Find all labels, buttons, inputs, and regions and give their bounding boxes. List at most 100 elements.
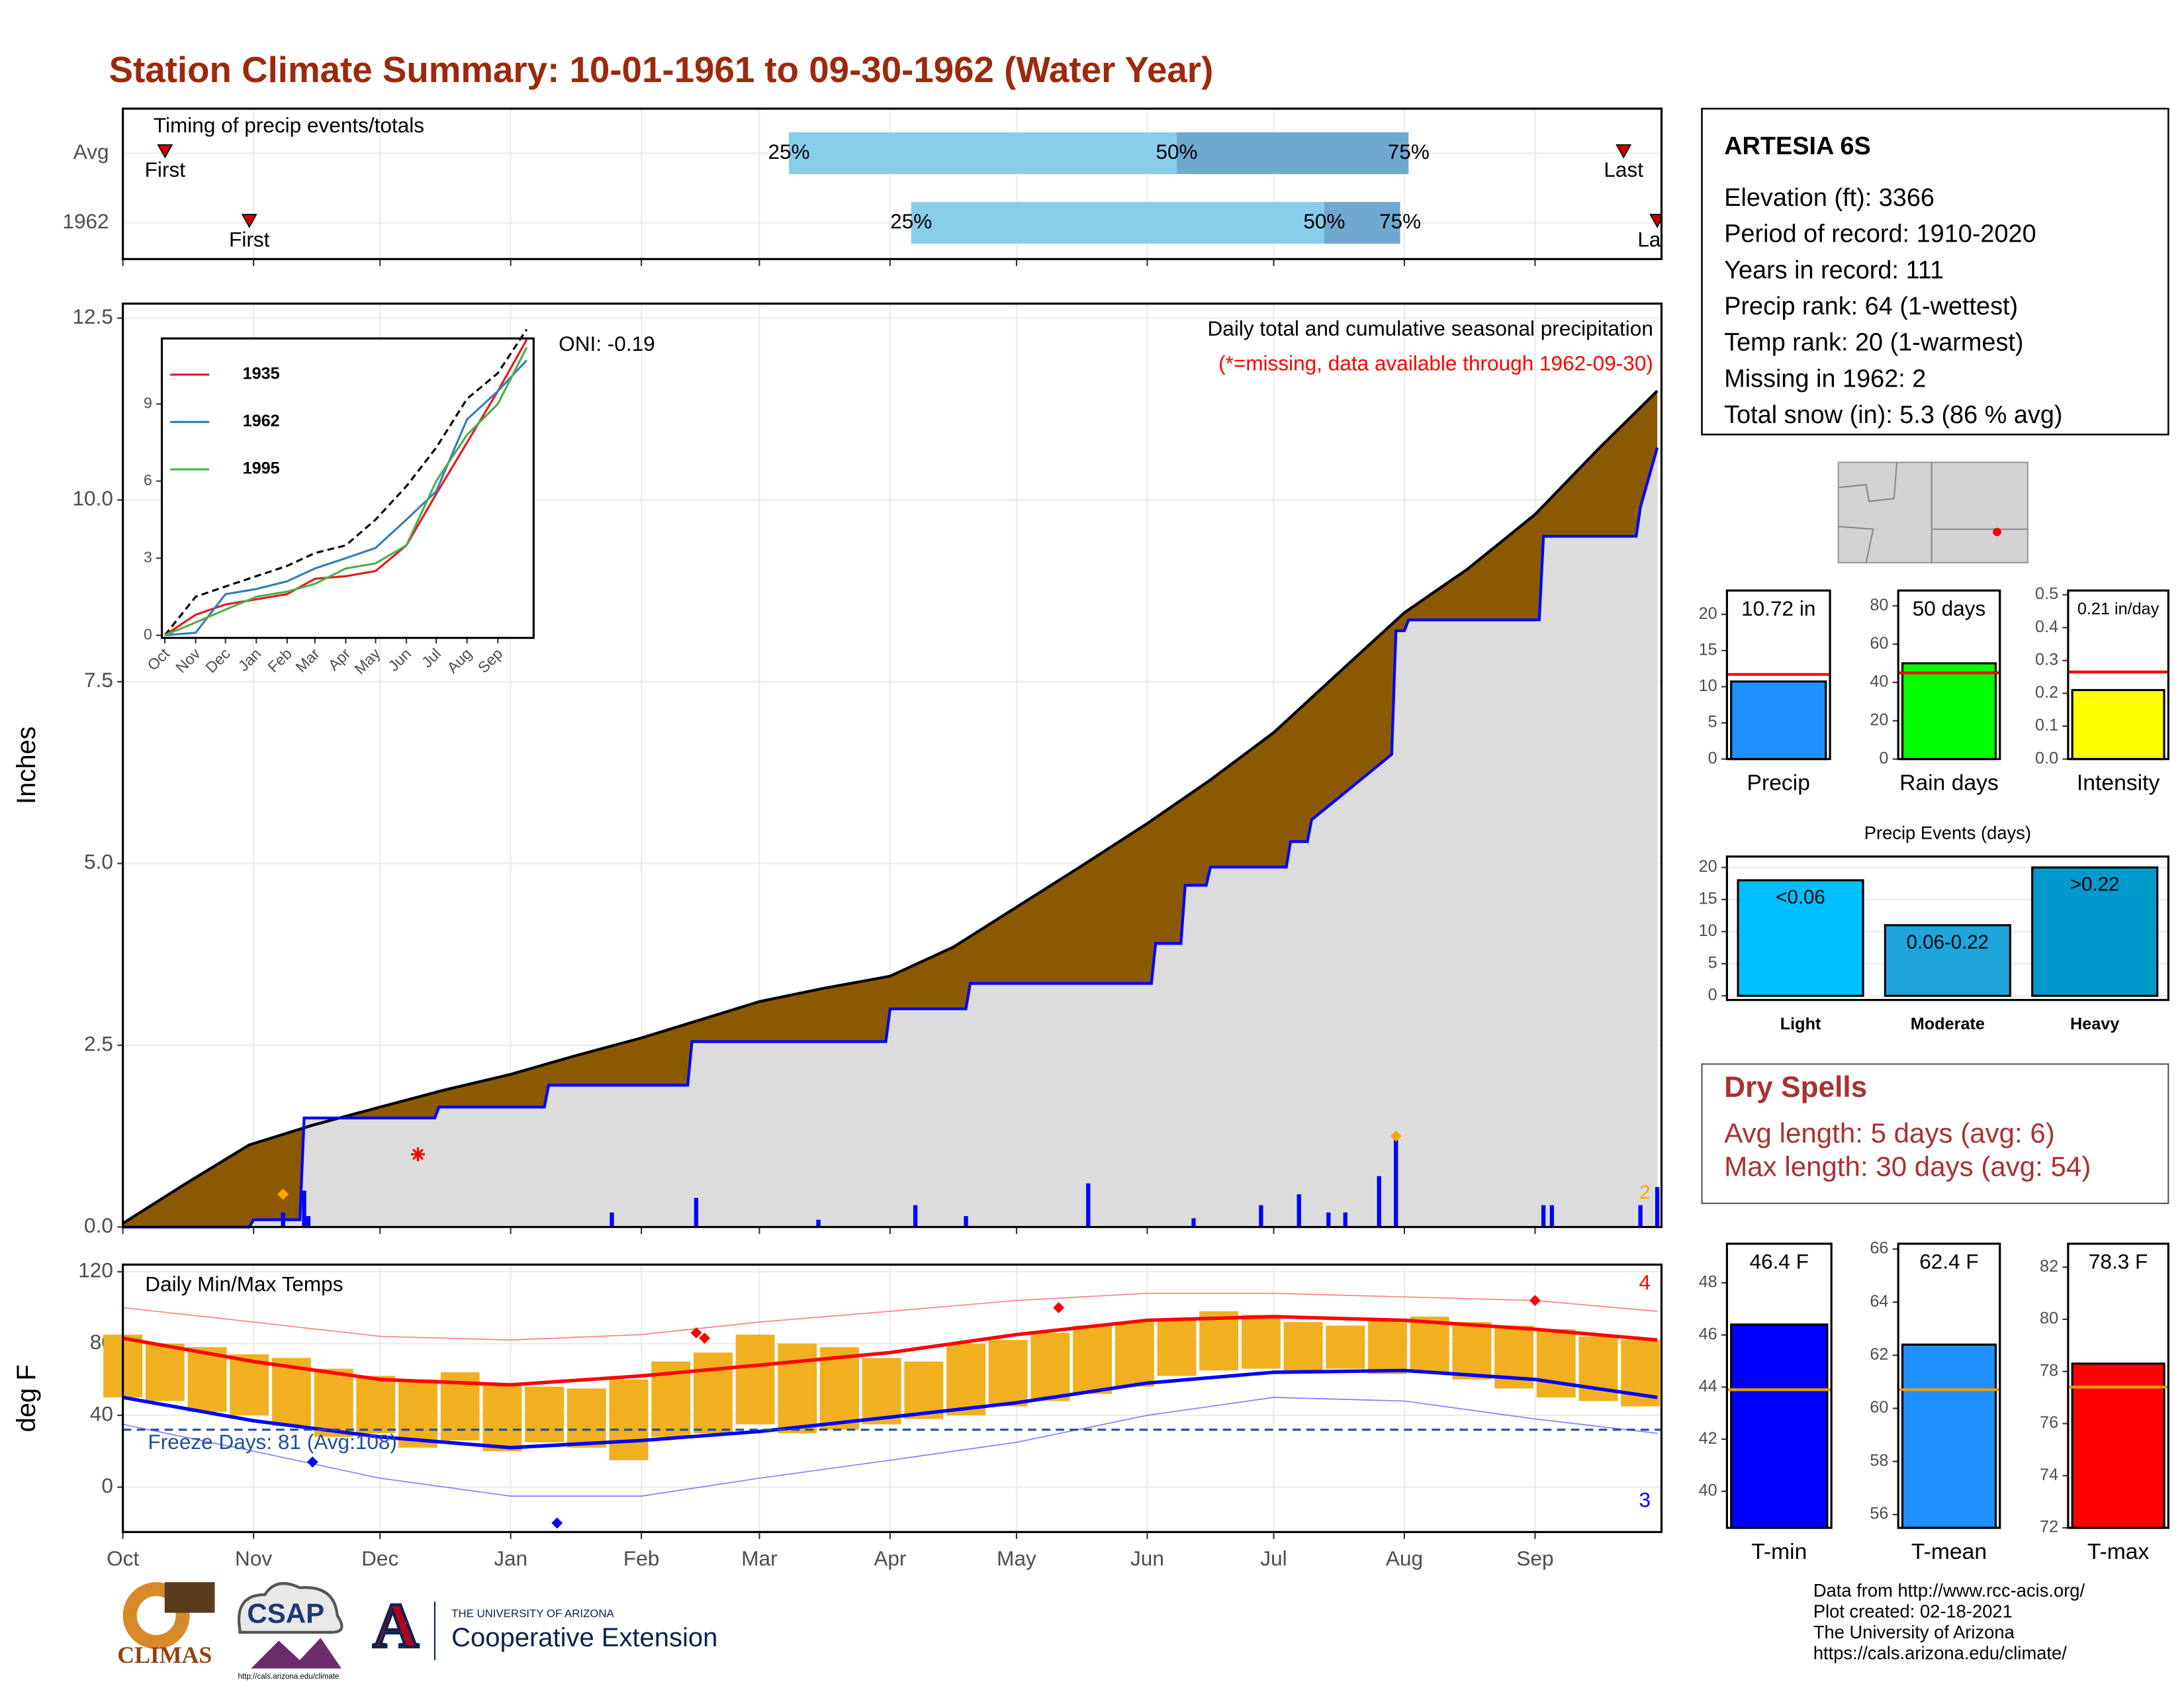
ua-name: THE UNIVERSITY OF ARIZONA (451, 1607, 614, 1620)
station-box (1701, 107, 2169, 436)
temp-range-bar (946, 1343, 986, 1416)
y-tick-label: 44 (1699, 1377, 1717, 1395)
bar (1884, 924, 2011, 997)
y-tick-label: 82 (2040, 1257, 2058, 1276)
temp-range-bar (1283, 1322, 1323, 1371)
legend-label: 1962 (243, 412, 280, 430)
station-name: ARTESIA 6S (1724, 132, 1871, 160)
y-tick-label: 76 (2040, 1413, 2058, 1432)
bar (2031, 866, 2159, 997)
y-tick-label: 46 (1699, 1325, 1717, 1343)
x-tick-label: Sep (1516, 1546, 1553, 1570)
freeze-days: Freeze Days: 81 (Avg:108) (148, 1430, 397, 1454)
line (164, 359, 527, 637)
bar (1737, 879, 1864, 997)
event-label: First (145, 158, 186, 181)
temp-range-bar (1241, 1315, 1281, 1369)
temp-range-bar (187, 1347, 227, 1412)
chart-note: (*=missing, data available through 1962-… (1218, 352, 1653, 375)
plot-frame (122, 1263, 1663, 1533)
y-tick-label: 0.0 (2035, 749, 2058, 767)
x-tick-label: Mar (741, 1546, 777, 1570)
daily-bar (306, 1216, 311, 1227)
temps-title: Daily Min/Max Temps (145, 1272, 343, 1295)
y-tick-label: 0.3 (2035, 650, 2058, 669)
x-tick-label: Oct (107, 1546, 139, 1570)
y-tick-label: 7.5 (84, 668, 113, 692)
plot-frame (1725, 1243, 1833, 1529)
missing-count: 2 (1639, 1182, 1650, 1203)
legend-label: 1935 (243, 365, 280, 383)
marker (690, 1327, 702, 1338)
cumulative-line (122, 389, 1659, 1225)
y-axis-label: Inches (12, 726, 41, 804)
x-tick-label: Precip (1747, 771, 1810, 795)
temp-range-bar (609, 1379, 649, 1460)
x-tick-label: Jun (1130, 1546, 1164, 1570)
cumulative-line (122, 447, 1659, 1229)
y-tick-label: 5 (1708, 713, 1717, 731)
footer-line: Plot created: 02-18-2021 (1813, 1601, 2013, 1622)
row-label: Avg (73, 140, 109, 164)
y-tick-label: 12.5 (73, 305, 113, 328)
x-tick-label: T-min (1751, 1540, 1807, 1564)
temp-range-bar (1157, 1318, 1197, 1376)
y-axis-label: deg F (12, 1364, 41, 1432)
daily-bar (964, 1216, 968, 1227)
plot-frame (1897, 1243, 2001, 1529)
x-tick-label: Jul (1260, 1546, 1287, 1570)
y-tick-label: 10 (1699, 921, 1717, 940)
x-tick-label: Light (1780, 1015, 1821, 1033)
bar (2071, 688, 2165, 761)
y-tick-label: 0 (144, 626, 152, 643)
y-tick-label: 10 (1699, 677, 1717, 695)
y-tick-label: 0.2 (2035, 683, 2058, 702)
dry-spells-line: Avg length: 5 days (avg: 6) (1724, 1117, 2055, 1149)
y-tick-label: 15 (1699, 890, 1717, 908)
y-tick-label: 15 (1699, 640, 1717, 659)
bar-annotation: <0.06 (1776, 886, 1825, 908)
bar (1730, 680, 1827, 761)
temp-range-bar (567, 1388, 606, 1448)
x-tick-label: Moderate (1911, 1015, 1985, 1033)
y-tick-label: 0 (1879, 749, 1888, 767)
temp-line (122, 1368, 1658, 1450)
temp-range-bar (1115, 1322, 1154, 1387)
daily-bar (1377, 1176, 1381, 1227)
temp-range-bar (988, 1340, 1028, 1407)
plot-frame (1897, 589, 2001, 761)
csap-cloud (238, 1582, 343, 1634)
y-tick-label: 0 (1708, 749, 1717, 767)
temp-range-bar (735, 1335, 775, 1425)
temp-range-bar (1368, 1318, 1407, 1374)
chart-title: Precip Events (days) (1864, 822, 2031, 843)
station-line: Total snow (in): 5.3 (86 % avg) (1724, 401, 2062, 429)
quartile-label: 25% (890, 209, 932, 233)
plot-frame (2067, 1243, 2169, 1529)
temp-range-bar (1073, 1325, 1113, 1394)
x-tick-label: Dec (361, 1546, 398, 1570)
climas-logo: CLIMAS (117, 1642, 212, 1668)
y-tick-label: 3 (144, 548, 152, 565)
chart-subtitle: Daily total and cumulative seasonal prec… (1208, 316, 1653, 340)
y-tick-label: 20 (1699, 604, 1717, 623)
quartile-bar (911, 202, 1324, 244)
event-marker (241, 214, 257, 228)
plot-frame (122, 107, 1663, 260)
temp-line (122, 1315, 1658, 1387)
y-tick-label: 6 (144, 471, 152, 489)
event-marker (157, 144, 173, 159)
bar (1901, 1343, 1997, 1529)
footer-line: https://cals.arizona.edu/climate/ (1813, 1643, 2067, 1664)
csap-logo: CSAP (247, 1598, 324, 1629)
ua-mark: A (373, 1590, 419, 1661)
daily-bar (913, 1205, 918, 1227)
quartile-bar (789, 132, 1177, 174)
daily-bar (1259, 1205, 1263, 1227)
daily-bar (1297, 1194, 1301, 1227)
quartile-bar (1324, 202, 1400, 244)
logos: CLIMAS CSAP http://cals.arizona.edu/clim… (117, 1582, 717, 1681)
y-tick-label: 2.5 (84, 1031, 113, 1055)
plot-background (161, 338, 534, 638)
